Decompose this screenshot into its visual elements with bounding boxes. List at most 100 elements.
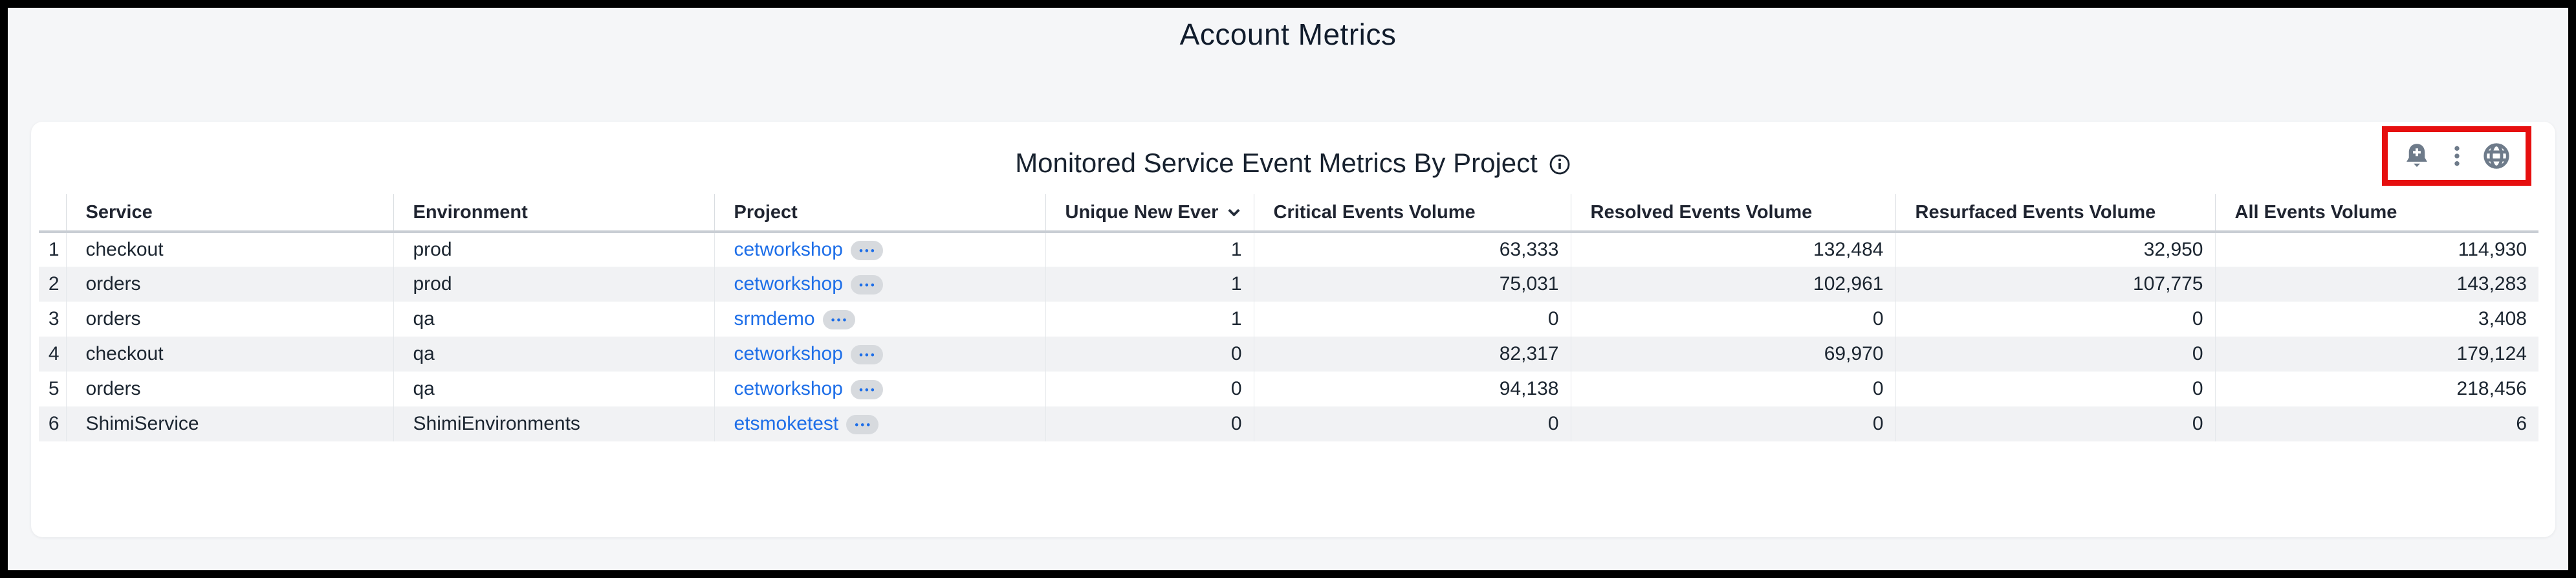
cell-environment: prod — [393, 267, 714, 302]
table-row: 5 orders qa cetworkshop 0 94,138 0 0 218… — [39, 372, 2538, 406]
column-header-environment[interactable]: Environment — [393, 194, 714, 233]
column-label: Environment — [413, 201, 528, 223]
ellipsis-pill-icon[interactable] — [850, 241, 883, 261]
cell-unique-new-events: 1 — [1045, 232, 1254, 267]
table-header-row: Service Environment Project Unique New Ever… — [39, 194, 2538, 233]
cell-resurfaced-events-volume: 107,775 — [1895, 267, 2215, 302]
row-index: 6 — [48, 413, 60, 434]
metrics-panel: Monitored Service Event Metrics By Proje… — [31, 122, 2555, 537]
column-header-unique-new-ever[interactable]: Unique New Ever — [1045, 194, 1254, 233]
cell-environment: ShimiEnvironments — [393, 406, 714, 441]
cell-resolved-events-volume: 102,961 — [1570, 267, 1895, 302]
cell-all-events-volume: 114,930 — [2214, 232, 2538, 267]
cell-critical-events-volume: 63,333 — [1253, 232, 1571, 267]
cell-unique-new-events: 1 — [1045, 302, 1254, 337]
kebab-menu-icon[interactable] — [2444, 143, 2470, 169]
column-header-project[interactable]: Project — [714, 194, 1045, 233]
metrics-table: Service Environment Project Unique New Ever… — [39, 194, 2538, 441]
cell-critical-events-volume: 82,317 — [1253, 337, 1571, 372]
page-title: Account Metrics — [1179, 17, 1397, 51]
column-header-all-events-volume[interactable]: All Events Volume — [2214, 194, 2538, 233]
cell-critical-events-volume: 0 — [1253, 302, 1571, 337]
cell-service: orders — [65, 372, 393, 406]
add-alert-bell-icon[interactable] — [2402, 141, 2432, 171]
table-row: 6 ShimiService ShimiEnvironments etsmoke… — [39, 406, 2538, 441]
cell-environment: prod — [393, 232, 714, 267]
cell-project: cetworkshop — [714, 372, 1045, 406]
sort-chevron-down-icon — [1228, 204, 1241, 217]
cell-all-events-volume: 179,124 — [2214, 337, 2538, 372]
project-link[interactable]: srmdemo — [734, 308, 815, 329]
column-label: Project — [734, 201, 798, 223]
annotation-highlight-box — [2382, 126, 2531, 186]
cell-environment: qa — [393, 372, 714, 406]
panel-header: Monitored Service Event Metrics By Proje… — [31, 122, 2555, 194]
project-link[interactable]: cetworkshop — [734, 239, 843, 260]
project-link[interactable]: etsmoketest — [734, 413, 839, 434]
cell-project: etsmoketest — [714, 406, 1045, 441]
ellipsis-pill-icon[interactable] — [846, 415, 879, 435]
cell-resurfaced-events-volume: 32,950 — [1895, 232, 2215, 267]
cell-resolved-events-volume: 0 — [1570, 302, 1895, 337]
cell-all-events-volume: 218,456 — [2214, 372, 2538, 406]
cell-resolved-events-volume: 0 — [1570, 406, 1895, 441]
table-row: 1 checkout prod cetworkshop 1 63,333 132… — [39, 232, 2538, 267]
cell-all-events-volume: 143,283 — [2214, 267, 2538, 302]
cell-resolved-events-volume: 132,484 — [1570, 232, 1895, 267]
cell-resurfaced-events-volume: 0 — [1895, 337, 2215, 372]
cell-resolved-events-volume: 69,970 — [1570, 337, 1895, 372]
table-row: 4 checkout qa cetworkshop 0 82,317 69,97… — [39, 337, 2538, 372]
ellipsis-pill-icon[interactable] — [822, 310, 855, 330]
table-row: 2 orders prod cetworkshop 1 75,031 102,9… — [39, 267, 2538, 302]
row-number-header — [39, 194, 66, 233]
row-index: 1 — [48, 239, 60, 260]
cell-project: cetworkshop — [714, 267, 1045, 302]
cell-unique-new-events: 1 — [1045, 267, 1254, 302]
cell-resolved-events-volume: 0 — [1570, 372, 1895, 406]
cell-project: cetworkshop — [714, 232, 1045, 267]
globe-icon[interactable] — [2482, 141, 2511, 171]
cell-environment: qa — [393, 337, 714, 372]
column-header-resurfaced-events-volume[interactable]: Resurfaced Events Volume — [1895, 194, 2215, 233]
cell-resurfaced-events-volume: 0 — [1895, 406, 2215, 441]
project-link[interactable]: cetworkshop — [734, 378, 843, 399]
row-index: 4 — [48, 343, 60, 364]
cell-project: cetworkshop — [714, 337, 1045, 372]
cell-unique-new-events: 0 — [1045, 406, 1254, 441]
cell-environment: qa — [393, 302, 714, 337]
cell-all-events-volume: 3,408 — [2214, 302, 2538, 337]
table-row: 3 orders qa srmdemo 1 0 0 0 3,408 — [39, 302, 2538, 337]
cell-service: orders — [65, 302, 393, 337]
row-index: 2 — [48, 273, 60, 295]
dashboard-screen: Account Metrics Monitored Service Event … — [8, 8, 2568, 570]
cell-service: checkout — [65, 337, 393, 372]
ellipsis-pill-icon[interactable] — [850, 275, 883, 295]
project-link[interactable]: cetworkshop — [734, 273, 843, 295]
column-header-service[interactable]: Service — [65, 194, 393, 233]
row-index: 5 — [48, 378, 60, 399]
cell-critical-events-volume: 0 — [1253, 406, 1571, 441]
cell-resurfaced-events-volume: 0 — [1895, 372, 2215, 406]
cell-resurfaced-events-volume: 0 — [1895, 302, 2215, 337]
info-icon[interactable] — [1548, 153, 1571, 176]
cell-service: ShimiService — [65, 406, 393, 441]
ellipsis-pill-icon[interactable] — [850, 345, 883, 365]
cell-service: checkout — [65, 232, 393, 267]
project-link[interactable]: cetworkshop — [734, 343, 843, 364]
column-header-critical-events-volume[interactable]: Critical Events Volume — [1253, 194, 1571, 233]
cell-project: srmdemo — [714, 302, 1045, 337]
column-header-resolved-events-volume[interactable]: Resolved Events Volume — [1570, 194, 1895, 233]
cell-unique-new-events: 0 — [1045, 372, 1254, 406]
ellipsis-pill-icon[interactable] — [850, 380, 883, 400]
column-label: Resolved Events Volume — [1590, 201, 1813, 223]
column-label: All Events Volume — [2234, 201, 2397, 223]
column-label: Service — [85, 201, 153, 223]
cell-critical-events-volume: 75,031 — [1253, 267, 1571, 302]
cell-critical-events-volume: 94,138 — [1253, 372, 1571, 406]
cell-unique-new-events: 0 — [1045, 337, 1254, 372]
row-index: 3 — [48, 308, 60, 329]
column-label: Unique New Ever — [1065, 201, 1219, 223]
column-label: Critical Events Volume — [1273, 201, 1476, 223]
panel-title: Monitored Service Event Metrics By Proje… — [1015, 148, 1538, 178]
cell-all-events-volume: 6 — [2214, 406, 2538, 441]
